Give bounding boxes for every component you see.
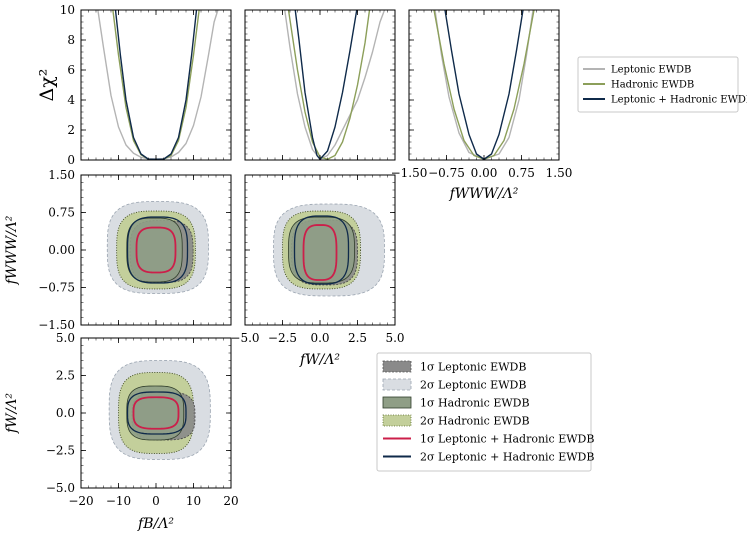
panel-contour-fW-fWWW: −5.0 −2.5 0.0 2.5 5.0 fW/Λ²	[230, 174, 405, 368]
legend-label: 1σ Leptonic EWDB	[420, 361, 526, 374]
legend-swatch-had-1s	[382, 396, 412, 409]
legend-label: 1σ Leptonic + Hadronic EWDB	[420, 433, 594, 446]
panel-frame	[80, 9, 232, 161]
legend-label: Hadronic EWDB	[611, 80, 694, 91]
xtick-label: 0.00	[471, 166, 498, 180]
legend-top: Leptonic EWDB Hadronic EWDB Leptonic + H…	[577, 56, 747, 113]
legend-swatch-lep-2s	[382, 378, 412, 391]
contour-1s-combined	[132, 396, 180, 430]
ylabel-dchi2: Δχ²	[36, 69, 58, 102]
ytick-label: 1.50	[48, 168, 75, 182]
ytick-label: 0	[67, 153, 75, 167]
ytick-label: −0.75	[38, 281, 75, 295]
legend-frame	[376, 352, 592, 472]
xtick-label: −20	[68, 494, 93, 508]
ytick-label: 0.00	[48, 243, 75, 257]
xlabel-fB: fB/Λ²	[137, 516, 174, 532]
legend-label: 2σ Leptonic EWDB	[420, 379, 526, 392]
ytick-label: 4	[67, 93, 75, 107]
ylabel-fW: fW/Λ²	[4, 393, 20, 434]
line-combined	[114, 10, 198, 160]
line-leptonic	[284, 10, 386, 160]
xtick-label: −1.50	[391, 166, 428, 180]
panel-dchi2-fWWW: −1.50 −0.75 0.00 0.75 1.50 fWWW/Λ²	[391, 9, 573, 202]
contour-2s-combined	[126, 391, 187, 435]
legend-label: 2σ Leptonic + Hadronic EWDB	[420, 451, 594, 464]
xlabel-fW: fW/Λ²	[299, 352, 340, 368]
line-leptonic	[434, 10, 534, 160]
region-1s-hadronic	[126, 217, 183, 283]
legend-label: 2σ Hadronic EWDB	[420, 415, 530, 428]
legend-bottom: 1σ Leptonic EWDB 2σ Leptonic EWDB 1σ Had…	[376, 352, 594, 472]
ytick-label: −1.50	[38, 318, 75, 332]
xtick-label: −5.0	[230, 331, 259, 345]
legend-label: 1σ Hadronic EWDB	[420, 397, 530, 410]
line-hadronic	[287, 10, 371, 160]
ylabel-fWWW: fWWW/Λ²	[4, 215, 20, 285]
panel-contour-fB-fW: 5.0 2.5 0.0 −2.5 −5.0 −20 −10 0 10 20 fB…	[4, 331, 239, 532]
contour-1s-combined	[302, 224, 338, 281]
ytick-label: −2.5	[46, 444, 75, 458]
region-1s-hadronic	[288, 216, 355, 284]
xtick-label: 10	[186, 494, 201, 508]
ytick-label: 10	[60, 3, 75, 17]
panel-frame	[244, 9, 396, 161]
legend-label: Leptonic + Hadronic EWDB	[611, 95, 747, 106]
line-hadronic	[112, 10, 200, 160]
panel-frame	[408, 9, 560, 161]
panel-contour-fB-fWWW: 1.50 0.75 0.00 −0.75 −1.50 fWWW/Λ²	[4, 168, 232, 332]
ytick-label: 6	[67, 63, 75, 77]
ytick-label: 2	[67, 123, 75, 137]
xlabel-fWWW: fWWW/Λ²	[449, 186, 519, 202]
ytick-label: −5.0	[46, 481, 75, 495]
xtick-label: 5.0	[385, 331, 404, 345]
legend-swatch-had-2s	[382, 414, 412, 427]
xtick-label: −0.75	[428, 166, 465, 180]
xtick-label: 1.50	[546, 166, 573, 180]
ytick-label: 2.5	[56, 369, 75, 383]
line-combined	[444, 10, 524, 160]
xtick-label: 0.0	[310, 331, 329, 345]
legend-label: Leptonic EWDB	[611, 65, 691, 76]
contour-2s-combined	[293, 215, 350, 285]
contour-1s-combined	[135, 226, 177, 274]
legend-frame	[577, 56, 739, 113]
legend-swatch-lep-1s	[382, 360, 412, 373]
xtick-label: −2.5	[268, 331, 297, 345]
ytick-label: 0.75	[48, 206, 75, 220]
ytick-label: 5.0	[56, 331, 75, 345]
line-combined	[294, 10, 358, 160]
ytick-label: 8	[67, 33, 75, 47]
xtick-label: 20	[223, 494, 238, 508]
xtick-label: 2.5	[348, 331, 367, 345]
xtick-label: 0.75	[508, 166, 535, 180]
xtick-label: −10	[106, 494, 131, 508]
xtick-label: 0	[152, 494, 160, 508]
ytick-label: 0.0	[56, 406, 75, 420]
panel-dchi2-fW	[244, 9, 396, 161]
panel-dchi2-fB: 0 2 4 6 8 10 Δχ²	[36, 3, 232, 167]
contour-2s-combined	[126, 216, 189, 284]
